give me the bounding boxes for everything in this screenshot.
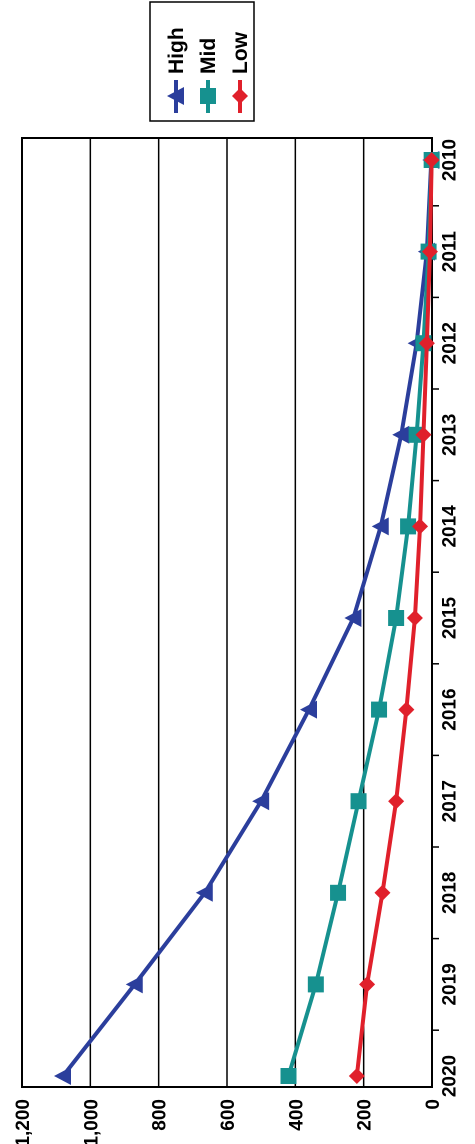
y-tick-label: 800 <box>150 1099 171 1131</box>
data-point-low <box>388 793 405 810</box>
data-point-low <box>423 152 440 168</box>
data-point-high <box>125 975 143 994</box>
x-tick-label: 2014 <box>440 505 461 548</box>
x-tick-label: 2010 <box>440 139 461 181</box>
legend-item-low: Low <box>229 31 252 113</box>
legend-label: Mid <box>197 38 220 74</box>
y-tick-label: 200 <box>355 1099 376 1131</box>
legend-marker-mid <box>200 88 216 104</box>
series-high <box>54 151 440 1085</box>
legend-label: High <box>165 27 188 74</box>
data-point-low <box>398 701 415 718</box>
data-point-mid <box>280 1068 297 1084</box>
data-point-low <box>406 610 423 626</box>
x-tick-label: 2020 <box>440 1055 461 1097</box>
data-point-low <box>421 243 438 260</box>
x-tick-label: 2016 <box>440 688 461 730</box>
data-point-high <box>392 425 410 444</box>
data-point-mid <box>388 610 405 626</box>
x-axis-labels: 2010 2011 2012 2013 2014 2015 2016 2017 2018 2019… <box>440 139 461 1097</box>
data-point-low <box>415 426 432 443</box>
legend: High Mid Low <box>149 1 255 122</box>
data-point-high <box>371 517 389 536</box>
data-point-high <box>344 609 362 627</box>
x-tick-label: 2015 <box>440 596 461 639</box>
legend-marker-low <box>232 88 248 104</box>
legend-item-mid: Mid <box>197 38 220 113</box>
legend-label: Low <box>229 31 252 74</box>
data-point-low <box>348 1068 365 1084</box>
y-tick-label: 400 <box>286 1099 307 1131</box>
data-point-mid <box>371 701 388 718</box>
data-point-mid <box>350 793 367 810</box>
x-tick-label: 2017 <box>440 780 461 822</box>
data-point-high <box>252 792 270 811</box>
y-tick-label: 1,200 <box>13 1099 34 1144</box>
data-point-high <box>300 700 317 719</box>
y-tick-label: 600 <box>218 1099 239 1131</box>
data-point-low <box>418 335 435 352</box>
data-point-high <box>54 1067 71 1085</box>
series-low <box>348 152 440 1084</box>
y-axis-labels: 0 200 400 600 800 1,000 1,200 <box>13 1099 444 1144</box>
data-point-low <box>374 884 391 901</box>
legend-marker-high <box>167 87 184 105</box>
x-tick-label: 2011 <box>440 231 461 273</box>
x-tick-label: 2013 <box>440 414 461 456</box>
series-layer <box>54 151 440 1085</box>
data-point-mid <box>400 518 417 535</box>
legend-item-high: High <box>165 27 188 113</box>
data-point-high <box>195 883 213 902</box>
x-tick-label: 2018 <box>440 872 461 914</box>
plot-frame <box>21 137 433 1088</box>
x-tick-label: 2019 <box>440 963 461 1005</box>
data-point-mid <box>307 976 324 993</box>
y-tick-label: 1,000 <box>81 1099 102 1144</box>
data-point-mid <box>330 884 347 901</box>
x-tick-label: 2012 <box>440 322 461 364</box>
x-axis-ticks <box>432 205 439 1031</box>
data-point-low <box>359 976 376 993</box>
y-tick-label: 0 <box>423 1099 444 1110</box>
data-point-low <box>412 518 429 535</box>
gridlines <box>21 138 433 1087</box>
